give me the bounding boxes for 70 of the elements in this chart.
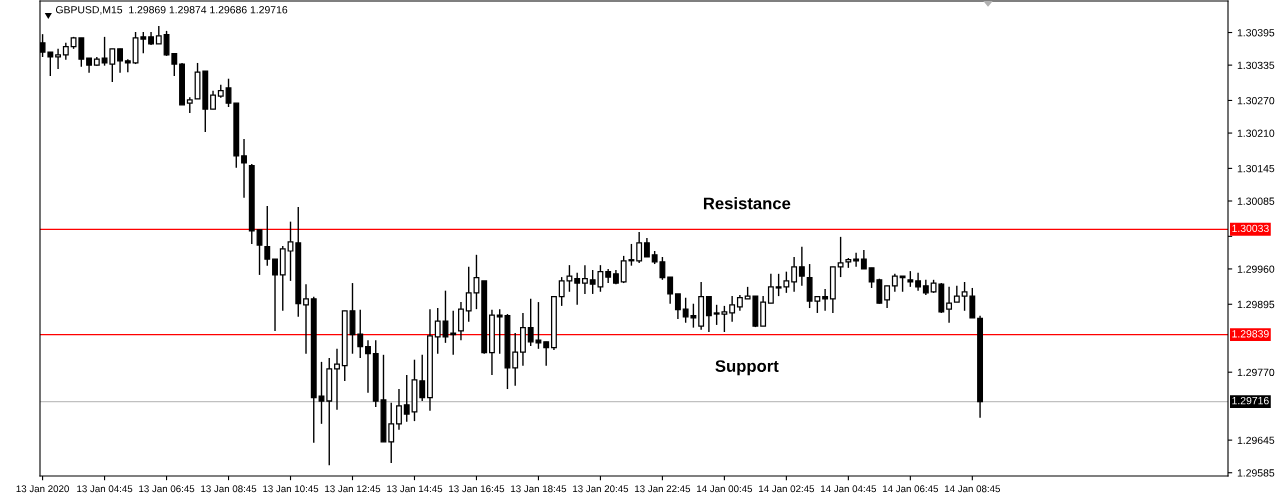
x-tick-label: 13 Jan 12:45	[325, 485, 381, 493]
y-tick-label: 1.29770	[1237, 368, 1275, 377]
candlestick	[822, 288, 829, 312]
x-tick-label: 13 Jan 08:45	[201, 485, 257, 493]
y-tick-label: 1.29585	[1237, 469, 1275, 477]
candlestick	[318, 361, 325, 425]
candlestick	[210, 89, 216, 110]
y-tick-label: 1.29895	[1237, 300, 1275, 309]
x-tick-label: 13 Jan 14:45	[387, 485, 443, 493]
candlestick	[419, 354, 426, 402]
candlestick	[272, 258, 278, 332]
candlestick	[543, 341, 550, 367]
x-tick-label: 14 Jan 06:45	[882, 485, 939, 493]
x-tick-label: 13 Jan 2020	[16, 485, 69, 493]
ref-line-label: Support	[715, 360, 779, 376]
ref-line-label: Resistance	[703, 197, 791, 210]
y-tick-label: 1.30395	[1237, 29, 1275, 37]
x-tick-label: 13 Jan 16:45	[449, 485, 505, 493]
candlestick	[643, 237, 650, 258]
annotation: 1.29839	[1232, 330, 1269, 338]
candlestick	[365, 339, 371, 394]
candlestick	[860, 249, 867, 270]
candlestick	[403, 374, 410, 423]
x-tick-label: 14 Jan 00:45	[697, 485, 753, 493]
candlestick	[334, 348, 340, 411]
candlestick	[705, 295, 712, 333]
x-tick-label: 13 Jan 06:45	[139, 485, 195, 493]
candlestick	[667, 276, 674, 305]
annotation: 1.30033	[1232, 224, 1269, 233]
candlestick	[287, 220, 294, 282]
candlestick	[396, 388, 402, 431]
candlestick	[636, 231, 643, 264]
x-tick-label: 14 Jan 04:45	[820, 485, 877, 493]
y-tick-label: 1.29645	[1237, 436, 1275, 445]
x-tick-label: 13 Jan 22:45	[635, 485, 691, 493]
y-tick-label: 1.29960	[1237, 265, 1275, 273]
candlestick	[117, 48, 124, 74]
candlestick	[55, 48, 62, 70]
x-tick-label: 14 Jan 08:45	[944, 485, 1001, 493]
y-tick-label: 1.30270	[1237, 96, 1275, 105]
candlestick	[241, 138, 247, 199]
candlestick	[458, 301, 464, 341]
candlestick	[884, 285, 891, 309]
candlestick	[264, 205, 271, 267]
x-tick-label: 14 Jan 02:45	[759, 485, 815, 493]
candlestick	[798, 245, 805, 287]
candlestick	[450, 310, 457, 356]
x-tick-label: 13 Jan 18:45	[511, 485, 567, 493]
candlestick	[674, 293, 681, 320]
candlestick	[729, 295, 736, 323]
y-tick-label: 1.30085	[1237, 197, 1275, 205]
candlestick	[357, 309, 364, 359]
candlestick	[767, 273, 774, 304]
chart-title: GBPUSD,M15 1.29869 1.29874 1.29686 1.29716	[55, 6, 288, 15]
y-tick-label: 1.30210	[1237, 129, 1275, 137]
candlestick	[760, 295, 767, 327]
candlestick	[574, 272, 581, 306]
candlestick	[303, 283, 309, 355]
candlestick	[512, 332, 519, 387]
annotation: 1.29716	[1232, 396, 1269, 405]
candlestick	[124, 58, 131, 73]
y-tick-label: 1.30145	[1237, 164, 1275, 173]
x-tick-label: 13 Jan 20:45	[573, 485, 629, 493]
x-tick-label: 13 Jan 10:45	[263, 485, 319, 493]
x-tick-label: 13 Jan 04:45	[77, 485, 133, 493]
y-tick-label: 1.30335	[1237, 61, 1275, 70]
candlestick	[946, 286, 953, 324]
candlestick	[791, 256, 798, 293]
candlestick	[388, 401, 395, 464]
candlestick	[581, 264, 588, 295]
